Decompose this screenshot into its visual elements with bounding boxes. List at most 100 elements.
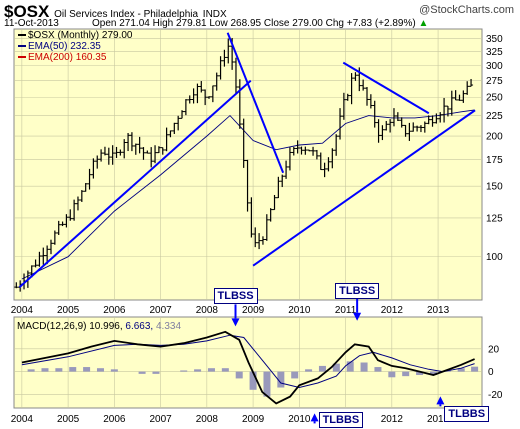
trendline xyxy=(226,32,285,174)
quote-date: 11-Oct-2013 xyxy=(4,18,59,29)
ema50-line xyxy=(21,109,475,280)
macd-histogram-bar xyxy=(277,371,285,388)
annotation-arrow-up-icon xyxy=(310,413,319,422)
price-y-tick-label: 100 xyxy=(486,252,503,263)
macd-signal-value: 6.663, xyxy=(125,321,154,332)
legend-ema200-label: EMA(200) 160.35 xyxy=(28,52,107,63)
macd-legend: MACD(12,26,9) 10.996, 6.663, 4.334 xyxy=(17,321,181,332)
macd-histogram-bar xyxy=(346,361,354,372)
macd-histogram-bar xyxy=(180,370,188,372)
legend-ema50-label: EMA(50) 232.35 xyxy=(28,41,101,52)
price-x-tick-label: 2012 xyxy=(381,305,404,316)
price-y-tick-label: 150 xyxy=(486,182,503,193)
price-y-tick-label: 275 xyxy=(486,76,503,87)
ohlc-readout: Open 271.04 High 279.81 Low 268.95 Close… xyxy=(92,18,428,29)
annotation-label: TLBSS xyxy=(213,288,258,305)
annotation-label: TLBSS xyxy=(335,282,380,299)
macd-x-tick-label: 2006 xyxy=(103,414,126,425)
macd-histogram-bar xyxy=(305,369,313,372)
macd-y-tick-label: 20 xyxy=(488,344,500,355)
price-x-tick-label: 2010 xyxy=(288,305,311,316)
price-x-tick-label: 2006 xyxy=(103,305,126,316)
macd-panel: -20 0 20 2004 2005 2006 2007 2008 2009 2010 2011 20… xyxy=(11,298,503,425)
macd-x-tick-label: 2005 xyxy=(57,414,80,425)
macd-x-tick-label: 2004 xyxy=(11,414,34,425)
price-panel: 100 125 150 175 200 225 250 275 300 325 350 2004 200… xyxy=(11,28,503,316)
close-label: Close xyxy=(263,18,290,29)
legend-swatch-price xyxy=(18,34,26,37)
open-label: Open xyxy=(92,18,117,29)
macd-histogram-bar xyxy=(457,368,465,372)
macd-x-tick-label: 2009 xyxy=(242,414,265,425)
chg-label: Chg xyxy=(325,18,344,29)
price-y-tick-label: 225 xyxy=(486,111,503,122)
annotation-arrow-down-icon xyxy=(231,318,240,327)
macd-histogram-bar xyxy=(429,371,437,376)
macd-histogram-bar xyxy=(332,363,340,372)
macd-histogram-bar xyxy=(471,366,479,372)
legend-ema50: EMA(50) 232.35 xyxy=(18,41,101,52)
macd-x-tick-label: 2007 xyxy=(149,414,172,425)
macd-histogram-bar xyxy=(152,371,160,374)
chg-value: +7.83 (+2.89%) xyxy=(346,18,416,29)
macd-x-tick-label: 2012 xyxy=(381,414,404,425)
macd-line xyxy=(21,330,475,405)
price-x-tick-label: 2009 xyxy=(242,305,265,316)
legend-swatch-ema200 xyxy=(18,56,26,59)
macd-histogram-bar xyxy=(291,371,299,379)
price-x-tick-label: 2007 xyxy=(149,305,172,316)
price-x-tick-label: 2013 xyxy=(427,305,450,316)
price-y-tick-label: 200 xyxy=(486,132,503,143)
watermark: @StockCharts.com xyxy=(419,4,514,16)
price-x-tick-label: 2008 xyxy=(196,305,219,316)
macd-histogram-bar xyxy=(96,368,104,372)
price-y-tick-label: 300 xyxy=(486,61,503,72)
annotation-arrow-down-icon xyxy=(353,312,362,321)
price-x-tick-label: 2011 xyxy=(335,305,357,316)
macd-histogram-bar xyxy=(138,371,146,374)
legend-price: $OSX (Monthly) 279.00 xyxy=(18,30,133,41)
price-y-tick-label: 250 xyxy=(486,93,503,104)
price-x-tick-label: 2004 xyxy=(11,305,34,316)
trendline xyxy=(252,109,476,267)
macd-histogram-bar xyxy=(194,369,202,372)
macd-x-tick-label: 2010 xyxy=(288,414,311,425)
macd-histogram-bar xyxy=(416,371,424,376)
macd-x-tick-label: 2013 xyxy=(427,414,450,425)
high-label: High xyxy=(152,18,174,29)
exchange-label: INDX xyxy=(202,9,227,20)
macd-histogram-bar xyxy=(207,368,215,372)
macd-histogram-bar xyxy=(388,371,396,378)
macd-histogram-bar xyxy=(374,367,382,372)
macd-legend-label: MACD(12,26,9) 10.996, xyxy=(17,321,123,332)
macd-histogram-bar xyxy=(235,371,243,379)
annotation-arrow-up-icon xyxy=(436,396,445,405)
macd-histogram-bar xyxy=(318,365,326,372)
macd-x-tick-label: 2008 xyxy=(196,414,219,425)
macd-histogram-bar xyxy=(360,362,368,372)
macd-histogram-bar xyxy=(221,368,229,372)
chg-arrow-icon: ▲ xyxy=(418,18,429,29)
annotation-label: TLBBS xyxy=(318,412,364,428)
macd-histogram-bar xyxy=(27,369,35,372)
macd-histogram-bar xyxy=(83,367,91,372)
low-label: Low xyxy=(209,18,228,29)
macd-histogram-bar xyxy=(249,371,257,390)
macd-histogram-bar xyxy=(69,367,77,372)
legend-swatch-ema50 xyxy=(18,45,26,48)
macd-y-tick-label: -20 xyxy=(488,390,503,401)
legend-price-label: $OSX (Monthly) 279.00 xyxy=(28,30,133,41)
price-x-tick-label: 2005 xyxy=(57,305,80,316)
trendline xyxy=(18,79,252,288)
symbol-title: $OSX Oil Services Index - Philadelphia I… xyxy=(4,2,227,22)
open-value: 271.04 xyxy=(119,18,150,29)
macd-y-tick-label: 0 xyxy=(488,367,494,378)
macd-histogram-bar xyxy=(41,368,49,372)
annotation-label: TLBBS xyxy=(444,406,490,423)
price-y-tick-label: 350 xyxy=(486,34,503,45)
macd-histogram-bar xyxy=(402,371,410,377)
macd-histogram-bar xyxy=(55,368,63,372)
macd-signal-line xyxy=(21,334,475,389)
macd-hist-value: 4.334 xyxy=(156,321,182,332)
